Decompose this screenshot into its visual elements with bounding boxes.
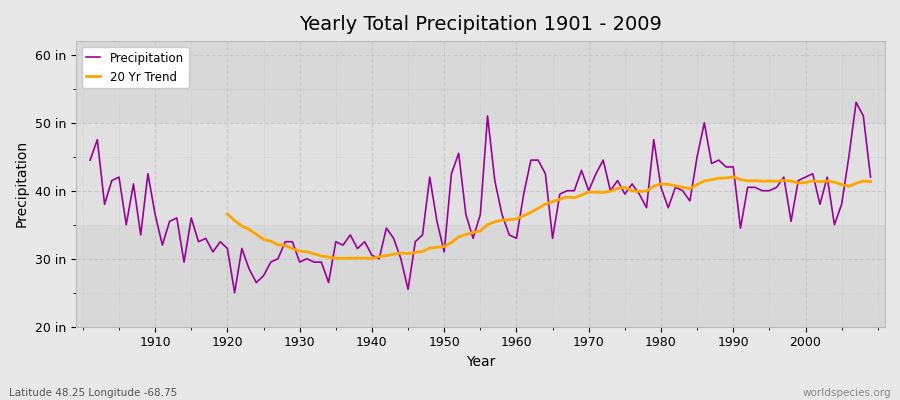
20 Yr Trend [786,179,796,184]
20 Yr Trend [309,251,320,256]
20 Yr Trend [338,256,348,261]
Precipitation [230,290,240,295]
20 Yr Trend [424,246,435,250]
Precipitation [518,192,529,196]
20 Yr Trend [850,181,861,186]
20 Yr Trend [771,179,782,184]
Precipitation [142,171,153,176]
Line: Precipitation: Precipitation [90,102,870,293]
Precipitation [850,100,861,105]
Precipitation [605,188,616,193]
Precipitation [309,260,320,264]
Precipitation [865,175,876,180]
Precipitation [85,158,95,162]
Bar [76,123,885,225]
Text: worldspecies.org: worldspecies.org [803,388,891,398]
20 Yr Trend [678,185,688,190]
20 Yr Trend [728,174,739,179]
Y-axis label: Precipitation: Precipitation [15,140,29,228]
Precipitation [511,236,522,241]
20 Yr Trend [222,212,233,216]
Line: 20 Yr Trend: 20 Yr Trend [228,177,870,258]
X-axis label: Year: Year [465,355,495,369]
Legend: Precipitation, 20 Yr Trend: Precipitation, 20 Yr Trend [82,47,189,88]
Text: Latitude 48.25 Longitude -68.75: Latitude 48.25 Longitude -68.75 [9,388,177,398]
Precipitation [352,246,363,251]
Title: Yearly Total Precipitation 1901 - 2009: Yearly Total Precipitation 1901 - 2009 [299,15,662,34]
20 Yr Trend [865,179,876,184]
